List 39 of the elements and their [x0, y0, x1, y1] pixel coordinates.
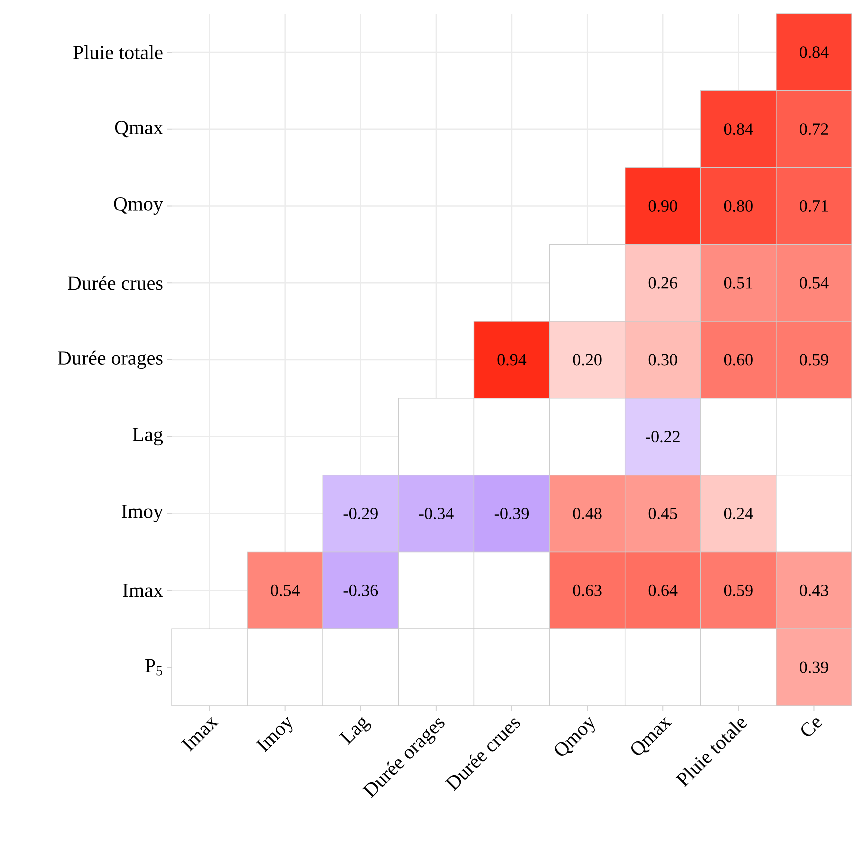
data-label: 0.39 — [800, 662, 828, 674]
data-label: -0.29 — [344, 508, 378, 520]
y-tick-label: Durée orages — [58, 350, 163, 370]
data-label: 0.26 — [648, 277, 678, 289]
data-label: 0.30 — [648, 354, 678, 366]
data-label: 0.71 — [800, 200, 828, 212]
data-label: 0.59 — [724, 584, 753, 596]
data-label: 0.80 — [724, 200, 753, 212]
data-label: 0.90 — [648, 200, 678, 212]
y-tick-label: P$_{5}$ — [145, 659, 162, 676]
data-label: 0.84 — [724, 124, 754, 136]
y-tick-label: Imax — [123, 584, 164, 598]
data-label: 0.54 — [800, 277, 829, 289]
data-label: 0.54 — [271, 584, 300, 596]
data-label: -0.22 — [646, 431, 680, 443]
y-tick-label: Qmax — [115, 121, 164, 138]
data-label: 0.84 — [800, 46, 829, 58]
y-tick-label: Durée crues — [68, 276, 163, 290]
y-tick-label: Qmoy — [114, 197, 164, 215]
data-label: 0.94 — [498, 354, 527, 366]
data-label: 0.60 — [724, 354, 753, 366]
data-label: 0.20 — [573, 354, 602, 366]
data-label: -0.34 — [419, 508, 454, 520]
data-label: 0.63 — [573, 584, 602, 596]
data-label: 0.51 — [724, 277, 753, 289]
data-label: -0.36 — [344, 584, 378, 596]
data-label: 0.64 — [648, 584, 678, 596]
x-tick-label: Lag — [339, 716, 372, 745]
y-tick-label: Lag — [132, 428, 164, 446]
data-label: 0.45 — [648, 508, 678, 520]
x-tick-label: Ce — [802, 718, 822, 736]
data-label: 0.24 — [724, 508, 754, 520]
data-label: 0.48 — [573, 508, 602, 520]
data-label: -0.39 — [494, 508, 530, 520]
data-label: 0.72 — [800, 124, 828, 136]
data-label: 0.59 — [800, 354, 828, 366]
data-label: 0.43 — [800, 584, 828, 596]
y-tick-label: Pluie totale — [74, 45, 163, 60]
y-tick-label: Imoy — [122, 505, 164, 522]
